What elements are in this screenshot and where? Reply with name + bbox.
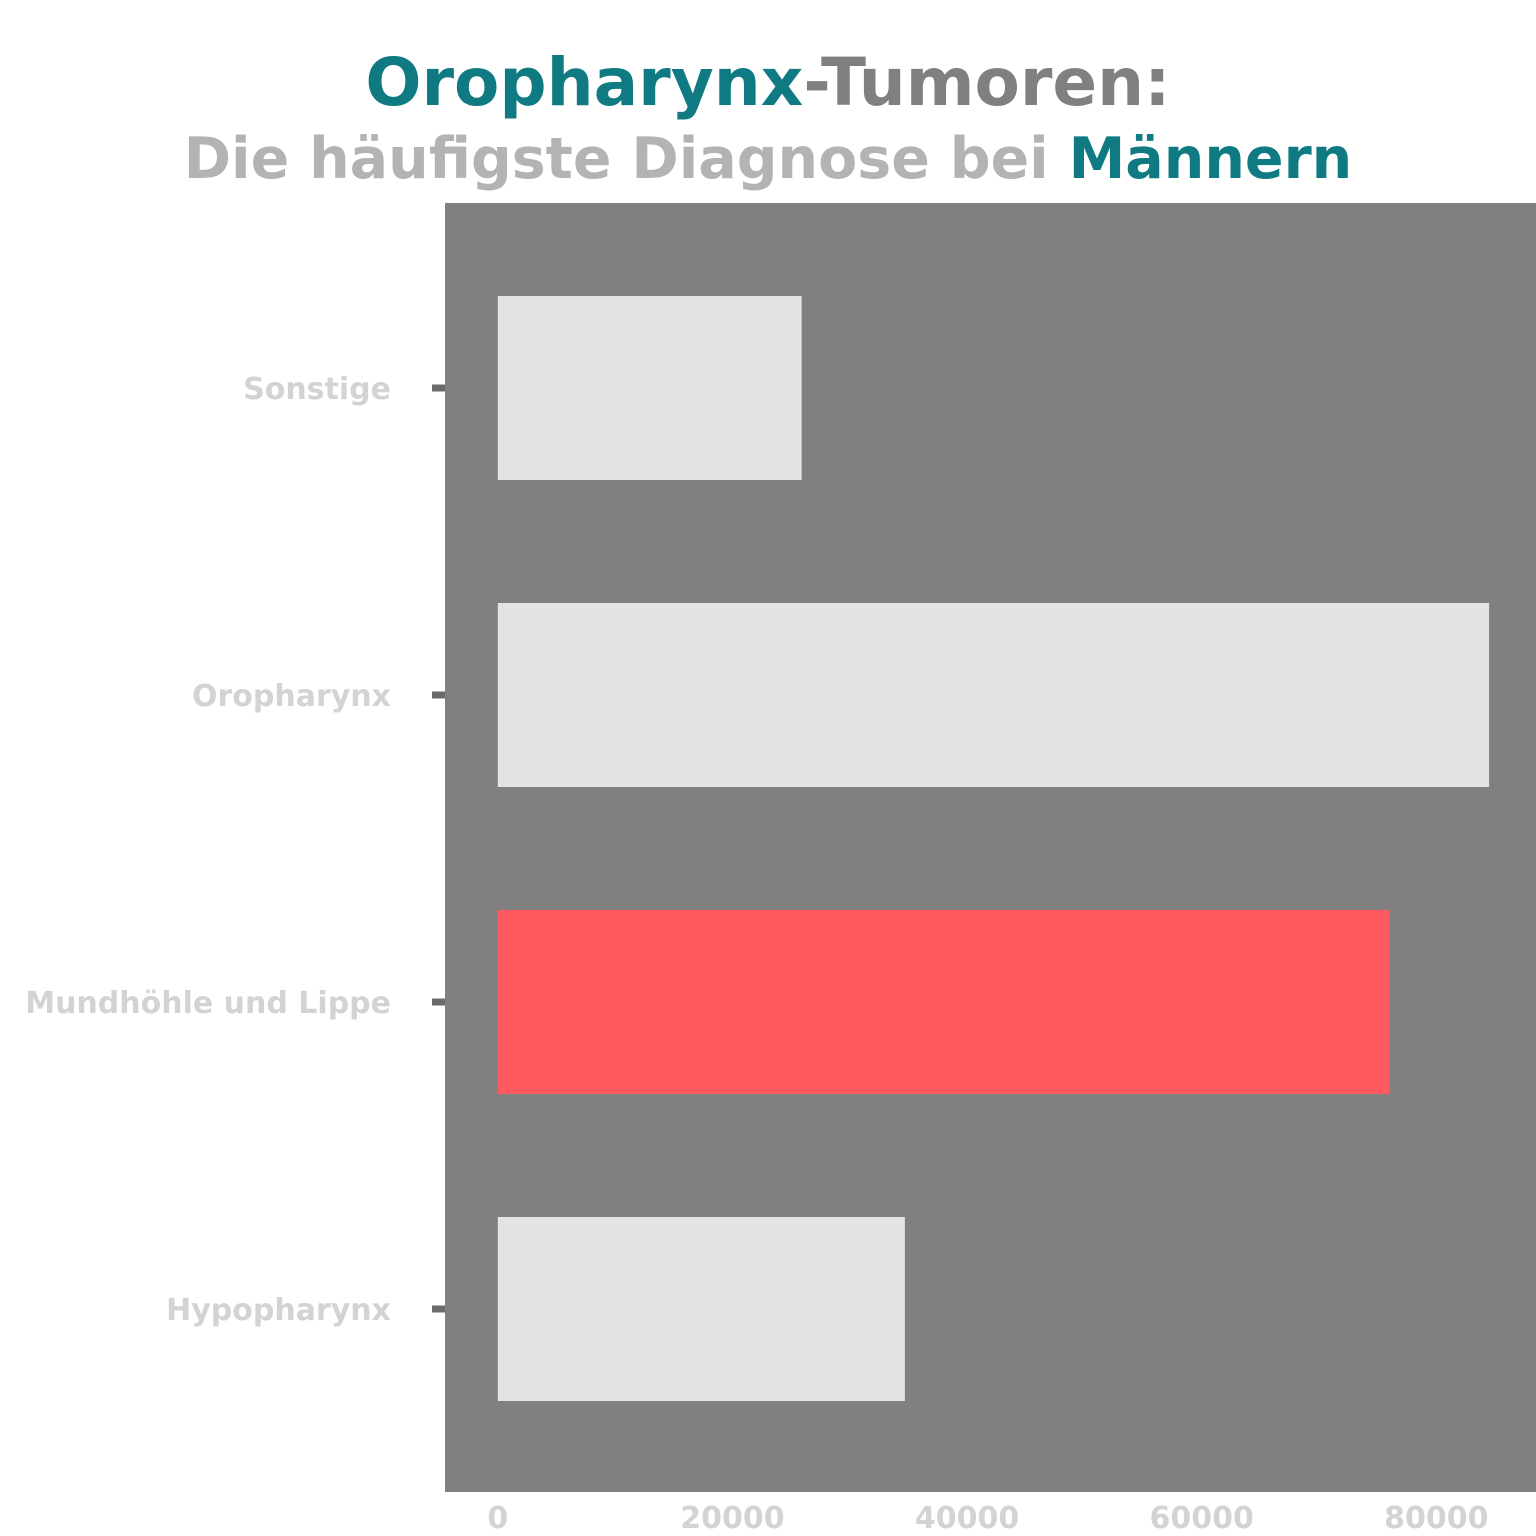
x-tick-label-4: 80000 — [1384, 1501, 1488, 1536]
x-tick-label-2: 40000 — [915, 1501, 1019, 1536]
bar-1 — [497, 910, 1390, 1094]
title-part-0: Oropharynx — [365, 44, 803, 121]
bar-2 — [497, 603, 1490, 787]
x-tick-label-3: 60000 — [1149, 1501, 1253, 1536]
subtitle-part-0: Die häufigste Diagnose bei — [184, 126, 1069, 192]
y-tick-label-2: Oropharynx — [192, 679, 391, 714]
bar-0 — [497, 1217, 905, 1401]
subtitle-part-1: Männern — [1069, 126, 1353, 192]
x-tick-label-0: 0 — [487, 1501, 508, 1536]
x-tick-label-1: 20000 — [680, 1501, 784, 1536]
chart-title: Oropharynx-Tumoren: — [365, 44, 1170, 121]
y-tick-label-0: Hypopharynx — [166, 1293, 391, 1328]
y-axis: Hypopharynx Mundhöhle und Lippe Oropharynx… — [25, 372, 445, 1328]
y-tick-label-3: Sonstige — [243, 372, 391, 407]
bars — [497, 296, 1490, 1401]
y-tick-label-1: Mundhöhle und Lippe — [25, 986, 391, 1021]
title-part-1: -Tumoren: — [803, 44, 1170, 121]
bar-3 — [497, 296, 802, 480]
chart-subtitle: Die häufigste Diagnose bei Männern — [184, 126, 1353, 192]
x-axis: 0 20000 40000 60000 80000 — [487, 1501, 1488, 1536]
